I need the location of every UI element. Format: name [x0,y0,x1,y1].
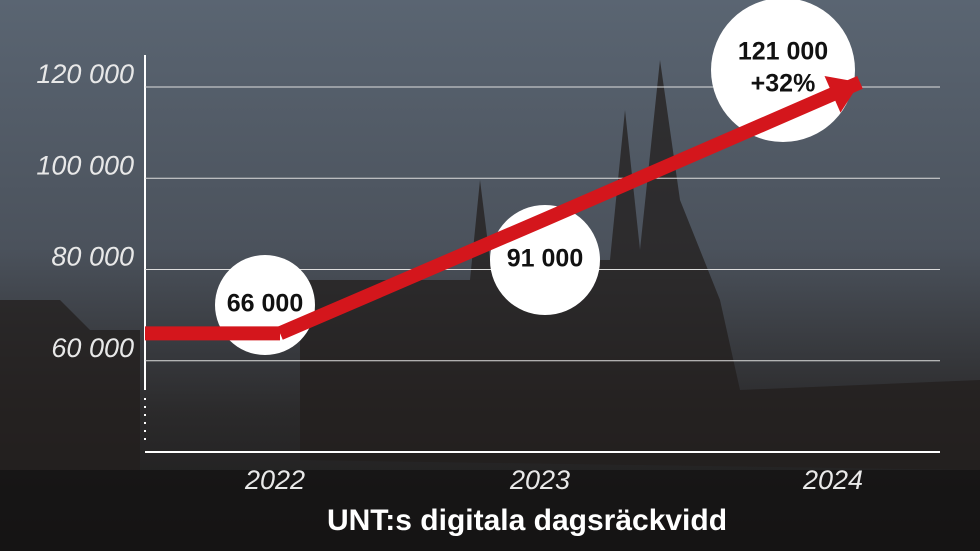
y-tick-label: 120 000 [36,59,134,89]
y-tick-label: 60 000 [51,333,134,363]
annotation: +32% [751,70,816,98]
value-label: 91 000 [507,245,583,273]
x-tick-label: 2022 [244,465,305,495]
value-label: 121 000 [738,38,828,66]
silhouette [0,60,980,470]
x-tick-label: 2024 [802,465,863,495]
x-tick-label: 2023 [509,465,570,495]
ground [0,470,980,551]
arrow-head [824,75,860,113]
y-tick-label: 80 000 [51,242,134,272]
value-label: 66 000 [227,290,303,318]
y-tick-label: 100 000 [36,150,134,180]
chart-title: UNT:s digitala dagsräckvidd [327,504,727,537]
